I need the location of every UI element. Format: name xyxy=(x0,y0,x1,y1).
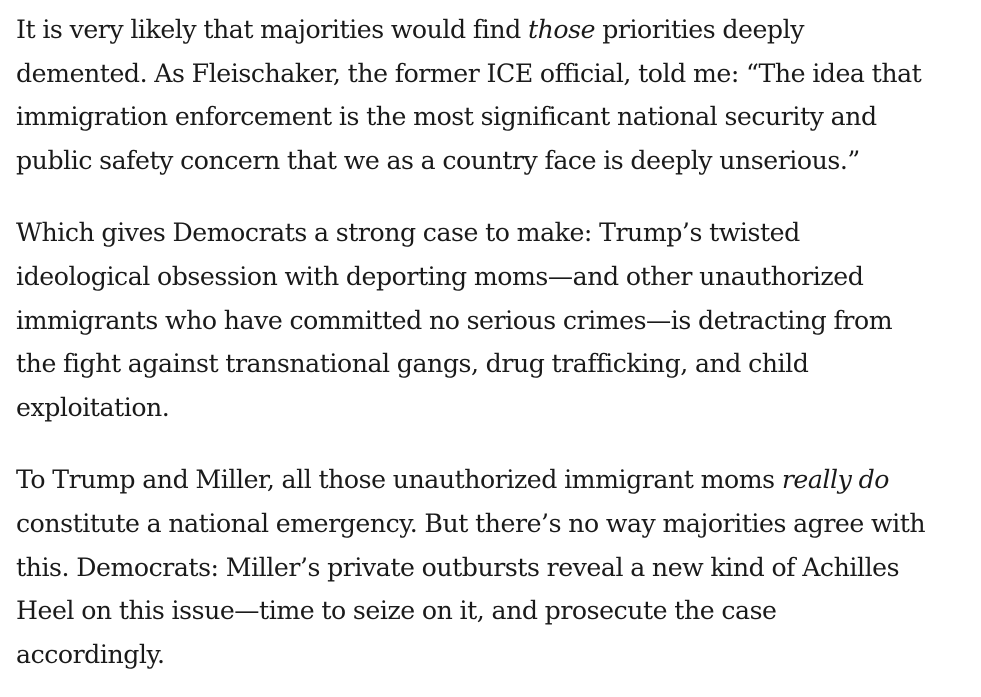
emphasis-text: those xyxy=(527,15,596,44)
text-run: Which gives Democrats a strong case to m… xyxy=(16,218,800,248)
text-run: It is very likely that majorities would … xyxy=(16,15,528,44)
text-run: this. Democrats: Miller’s private outbur… xyxy=(16,552,900,582)
paragraph: Which gives Democrats a strong case to m… xyxy=(16,211,967,429)
text-line: immigration enforcement is the most sign… xyxy=(16,95,967,139)
text-line: the fight against transnational gangs, d… xyxy=(16,342,967,386)
text-run: constitute a national emergency. But the… xyxy=(16,508,926,538)
text-line: exploitation. xyxy=(16,386,967,430)
text-run: accordingly. xyxy=(16,639,165,669)
text-line: public safety concern that we as a count… xyxy=(16,139,967,183)
text-run: public safety concern that we as a count… xyxy=(16,145,860,175)
text-run: immigration enforcement is the most sign… xyxy=(16,102,877,132)
text-run: Heel on this issue—time to seize on it, … xyxy=(16,596,777,626)
text-line: demented. As Fleischaker, the former ICE… xyxy=(16,52,967,96)
text-run: immigrants who have committed no serious… xyxy=(16,305,893,335)
text-run: demented. As Fleischaker, the former ICE… xyxy=(16,58,922,88)
text-line: It is very likely that majorities would … xyxy=(16,8,967,52)
text-run: the fight against transnational gangs, d… xyxy=(16,349,809,379)
text-line: To Trump and Miller, all those unauthori… xyxy=(16,458,967,502)
text-line: Heel on this issue—time to seize on it, … xyxy=(16,589,967,633)
text-line: this. Democrats: Miller’s private outbur… xyxy=(16,546,967,590)
paragraph: To Trump and Miller, all those unauthori… xyxy=(16,458,967,676)
text-line: ideological obsession with deporting mom… xyxy=(16,255,967,299)
text-line: accordingly. xyxy=(16,633,967,677)
text-run: ideological obsession with deporting mom… xyxy=(16,261,864,291)
text-line: immigrants who have committed no serious… xyxy=(16,299,967,343)
text-line: constitute a national emergency. But the… xyxy=(16,502,967,546)
text-run: priorities deeply xyxy=(595,15,804,44)
text-line: Which gives Democrats a strong case to m… xyxy=(16,211,967,255)
text-run: To Trump and Miller, all those unauthori… xyxy=(16,465,782,495)
emphasis-text: really do xyxy=(781,465,890,495)
text-run: exploitation. xyxy=(16,392,170,422)
paragraph: It is very likely that majorities would … xyxy=(16,8,967,182)
article-body: It is very likely that majorities would … xyxy=(16,8,967,676)
